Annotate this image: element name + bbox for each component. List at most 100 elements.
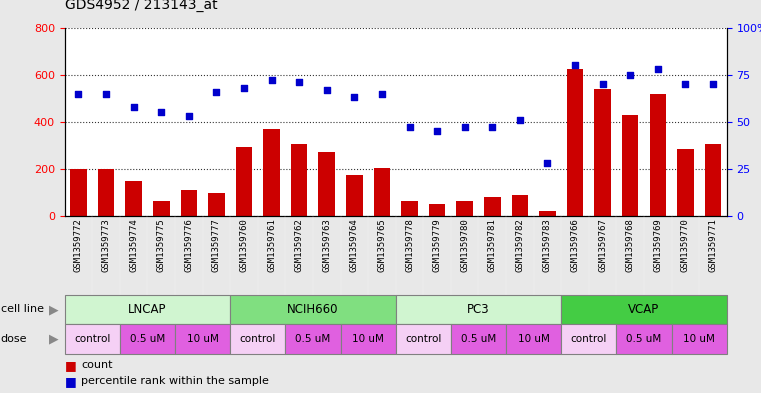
Text: GDS4952 / 213143_at: GDS4952 / 213143_at	[65, 0, 218, 12]
Text: count: count	[81, 360, 113, 371]
Text: dose: dose	[1, 334, 27, 344]
Bar	[396, 324, 451, 354]
Bar	[97, 169, 114, 216]
Bar	[506, 324, 561, 354]
Bar	[263, 129, 280, 216]
Text: 10 uM: 10 uM	[186, 334, 218, 344]
Point	[293, 79, 305, 85]
Text: GSM1359781: GSM1359781	[488, 219, 497, 272]
Text: GSM1359762: GSM1359762	[295, 219, 304, 272]
Bar	[70, 169, 87, 216]
Point	[707, 81, 719, 87]
Bar	[318, 152, 335, 216]
Text: GSM1359776: GSM1359776	[184, 219, 193, 272]
Bar	[429, 204, 445, 216]
Bar	[396, 295, 561, 324]
Text: percentile rank within the sample: percentile rank within the sample	[81, 376, 269, 386]
Text: GSM1359769: GSM1359769	[653, 219, 662, 272]
Text: GSM1359780: GSM1359780	[460, 219, 470, 272]
Text: GSM1359774: GSM1359774	[129, 219, 139, 272]
Point	[651, 66, 664, 72]
Point	[72, 90, 84, 97]
Text: GSM1359766: GSM1359766	[571, 219, 580, 272]
Text: GSM1359770: GSM1359770	[681, 219, 690, 272]
Text: PC3: PC3	[467, 303, 490, 316]
Bar	[511, 195, 528, 216]
Text: GSM1359773: GSM1359773	[101, 219, 110, 272]
Point	[128, 104, 140, 110]
Point	[100, 90, 112, 97]
Bar	[451, 324, 506, 354]
Bar	[119, 324, 175, 354]
Point	[597, 81, 609, 87]
Bar	[561, 324, 616, 354]
Text: GSM1359772: GSM1359772	[74, 219, 83, 272]
Point	[155, 109, 167, 116]
Point	[459, 124, 471, 130]
Text: control: control	[240, 334, 276, 344]
Point	[210, 88, 222, 95]
Text: ■: ■	[65, 375, 76, 388]
Text: GSM1359783: GSM1359783	[543, 219, 552, 272]
Point	[514, 117, 526, 123]
Point	[569, 62, 581, 68]
Text: 10 uM: 10 uM	[352, 334, 384, 344]
Bar	[65, 295, 230, 324]
Text: GSM1359775: GSM1359775	[157, 219, 166, 272]
Point	[376, 90, 388, 97]
Text: GSM1359767: GSM1359767	[598, 219, 607, 272]
Point	[624, 72, 636, 78]
Bar	[236, 147, 252, 216]
Text: 10 uM: 10 uM	[683, 334, 715, 344]
Text: VCAP: VCAP	[629, 303, 660, 316]
Bar	[622, 115, 638, 216]
Text: GSM1359763: GSM1359763	[322, 219, 331, 272]
Point	[541, 160, 553, 167]
Text: GSM1359779: GSM1359779	[432, 219, 441, 272]
Bar	[671, 324, 727, 354]
Bar	[539, 211, 556, 216]
Text: 0.5 uM: 0.5 uM	[130, 334, 165, 344]
Bar	[561, 295, 727, 324]
Bar	[616, 324, 671, 354]
Bar	[65, 324, 119, 354]
Text: GSM1359761: GSM1359761	[267, 219, 276, 272]
Bar	[209, 193, 224, 216]
Bar	[340, 324, 396, 354]
Bar	[291, 144, 307, 216]
Bar	[457, 201, 473, 216]
Bar	[594, 89, 611, 216]
Bar	[649, 94, 666, 216]
Text: control: control	[74, 334, 110, 344]
Bar	[401, 201, 418, 216]
Text: 0.5 uM: 0.5 uM	[626, 334, 661, 344]
Bar	[153, 201, 170, 216]
Point	[183, 113, 195, 119]
Point	[403, 124, 416, 130]
Text: GSM1359765: GSM1359765	[377, 219, 387, 272]
Point	[486, 124, 498, 130]
Point	[320, 86, 333, 93]
Bar	[126, 181, 142, 216]
Bar	[567, 69, 584, 216]
Bar	[346, 175, 362, 216]
Text: GSM1359771: GSM1359771	[708, 219, 718, 272]
Text: 0.5 uM: 0.5 uM	[295, 334, 330, 344]
Bar	[230, 295, 396, 324]
Text: GSM1359768: GSM1359768	[626, 219, 635, 272]
Text: control: control	[405, 334, 441, 344]
Text: GSM1359777: GSM1359777	[212, 219, 221, 272]
Text: GSM1359778: GSM1359778	[405, 219, 414, 272]
Point	[349, 94, 361, 101]
Text: LNCAP: LNCAP	[128, 303, 167, 316]
Bar	[705, 144, 721, 216]
Text: GSM1359782: GSM1359782	[515, 219, 524, 272]
Bar	[677, 149, 694, 216]
Bar	[175, 324, 230, 354]
Text: GSM1359760: GSM1359760	[240, 219, 249, 272]
Bar	[230, 324, 285, 354]
Text: ■: ■	[65, 359, 76, 372]
Text: ▶: ▶	[49, 303, 59, 316]
Bar	[180, 190, 197, 216]
Bar	[374, 168, 390, 216]
